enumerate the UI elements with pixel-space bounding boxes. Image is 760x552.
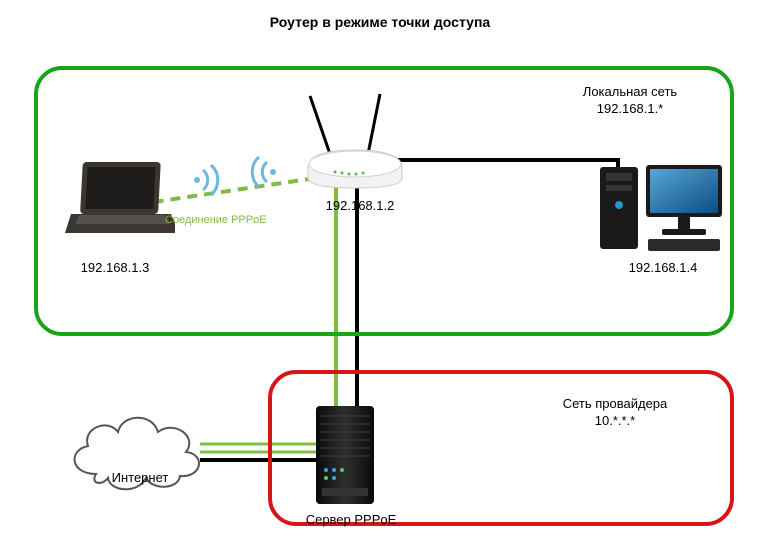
isp-label: Сеть провайдера 10.*.*.*	[525, 396, 705, 430]
wifi-laptop-icon	[185, 160, 225, 205]
lan-label: Локальная сеть 192.168.1.*	[550, 84, 710, 118]
lan-label-title: Локальная сеть	[583, 84, 677, 99]
isp-label-title: Сеть провайдера	[563, 396, 668, 411]
laptop-ip: 192.168.1.3	[55, 260, 175, 277]
pc-icon	[596, 155, 726, 260]
laptop-icon	[65, 158, 175, 243]
server-label: Сервер PPPoE	[296, 512, 406, 529]
router-icon	[300, 90, 410, 195]
page-title: Роутер в режиме точки доступа	[0, 14, 760, 30]
router-ip: 192.168.1.2	[315, 198, 405, 215]
cloud-label: Интернет	[100, 470, 180, 487]
wifi-router-icon	[245, 152, 285, 197]
lan-label-subnet: 192.168.1.*	[597, 101, 664, 116]
server-icon	[306, 400, 386, 515]
isp-label-subnet: 10.*.*.*	[595, 413, 635, 428]
pppoe-link-label: Соединение PPPoE	[165, 214, 267, 226]
cloud-icon	[60, 400, 210, 505]
pc-ip: 192.168.1.4	[608, 260, 718, 277]
